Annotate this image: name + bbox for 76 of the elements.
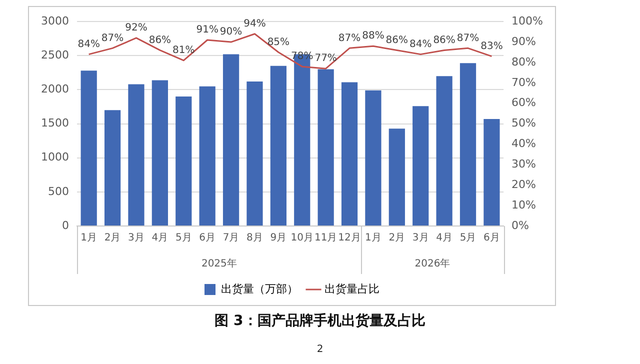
data-label: 88% bbox=[362, 30, 384, 42]
data-label: 87% bbox=[338, 32, 361, 44]
x-tick-label: 4月 bbox=[152, 232, 168, 244]
bar bbox=[341, 82, 358, 226]
y2-tick-label: 50% bbox=[512, 116, 536, 130]
x-tick-label: 1月 bbox=[80, 232, 98, 244]
y2-tick-label: 0% bbox=[512, 218, 530, 232]
y-tick-label: 2500 bbox=[40, 48, 69, 62]
legend-label: 出货量占比 bbox=[324, 282, 380, 296]
data-label: 83% bbox=[480, 40, 503, 52]
y-tick-label: 1500 bbox=[40, 116, 69, 130]
bar bbox=[484, 119, 500, 226]
x-tick-label: 4月 bbox=[436, 232, 452, 244]
data-label: 87% bbox=[456, 32, 480, 44]
x-tick-label: 5月 bbox=[460, 232, 476, 244]
text: 图 3：国产品牌手机出货量及占比 bbox=[214, 312, 426, 330]
y2-tick-label: 70% bbox=[512, 76, 536, 89]
data-label: 86% bbox=[148, 34, 172, 46]
data-label: 90% bbox=[220, 26, 242, 38]
text: 2025年 bbox=[201, 258, 237, 270]
x-tick-label: 10月 bbox=[290, 232, 314, 244]
x-tick-label: 9月 bbox=[270, 232, 287, 244]
x-tick-label: 1月 bbox=[365, 232, 382, 244]
y-tick-label: 3000 bbox=[40, 14, 69, 28]
y2-tick-label: 20% bbox=[512, 178, 536, 191]
data-label: 92% bbox=[125, 22, 148, 34]
y-tick-label: 2000 bbox=[40, 82, 69, 96]
bar bbox=[270, 66, 286, 226]
x-tick-label: 3月 bbox=[128, 232, 144, 244]
x-tick-label: 2月 bbox=[388, 232, 406, 244]
data-label: 85% bbox=[267, 36, 290, 48]
x-tick-label: 11月 bbox=[314, 232, 338, 244]
bar bbox=[460, 63, 476, 226]
bar bbox=[199, 86, 216, 226]
bar bbox=[128, 84, 144, 226]
data-label: 86% bbox=[433, 34, 456, 46]
y2-tick-label: 60% bbox=[512, 96, 536, 110]
bar bbox=[318, 69, 334, 226]
y2-tick-label: 80% bbox=[512, 55, 536, 68]
y2-tick-label: 30% bbox=[512, 158, 536, 171]
data-label: 77% bbox=[314, 53, 337, 64]
data-label: 87% bbox=[101, 32, 124, 44]
x-tick-label: 3月 bbox=[412, 232, 429, 244]
bar bbox=[412, 106, 429, 226]
bar bbox=[152, 80, 168, 226]
y-tick-label: 0 bbox=[62, 218, 69, 232]
bar bbox=[246, 82, 263, 226]
x-tick-label: 7月 bbox=[222, 232, 240, 244]
bar bbox=[104, 110, 121, 226]
y2-tick-label: 10% bbox=[512, 198, 536, 212]
x-tick-label: 6月 bbox=[199, 232, 216, 244]
y2-tick-label: 100% bbox=[512, 14, 544, 28]
text: 2026年 bbox=[414, 258, 450, 270]
data-label: 94% bbox=[244, 18, 266, 30]
data-label: 84% bbox=[78, 38, 100, 50]
bar bbox=[80, 70, 97, 226]
bar bbox=[222, 54, 240, 226]
y-tick-label: 1000 bbox=[40, 150, 69, 164]
data-label: 86% bbox=[386, 34, 408, 46]
y2-tick-label: 90% bbox=[512, 34, 536, 48]
bar bbox=[176, 96, 192, 226]
bar bbox=[365, 90, 382, 226]
data-label: 84% bbox=[409, 38, 432, 50]
bar bbox=[388, 128, 405, 226]
data-label: 81% bbox=[172, 45, 195, 56]
y-tick-label: 500 bbox=[48, 184, 69, 198]
text: 2 bbox=[316, 344, 324, 355]
x-tick-label: 5月 bbox=[175, 232, 192, 244]
x-tick-label: 2月 bbox=[104, 232, 121, 244]
legend-label: 出货量（万部） bbox=[221, 282, 298, 296]
x-tick-label: 12月 bbox=[338, 232, 361, 244]
x-tick-label: 6月 bbox=[484, 232, 500, 244]
bar bbox=[436, 76, 452, 226]
y2-tick-label: 40% bbox=[512, 137, 536, 150]
data-label: 91% bbox=[196, 24, 218, 36]
x-tick-label: 8月 bbox=[246, 232, 263, 244]
